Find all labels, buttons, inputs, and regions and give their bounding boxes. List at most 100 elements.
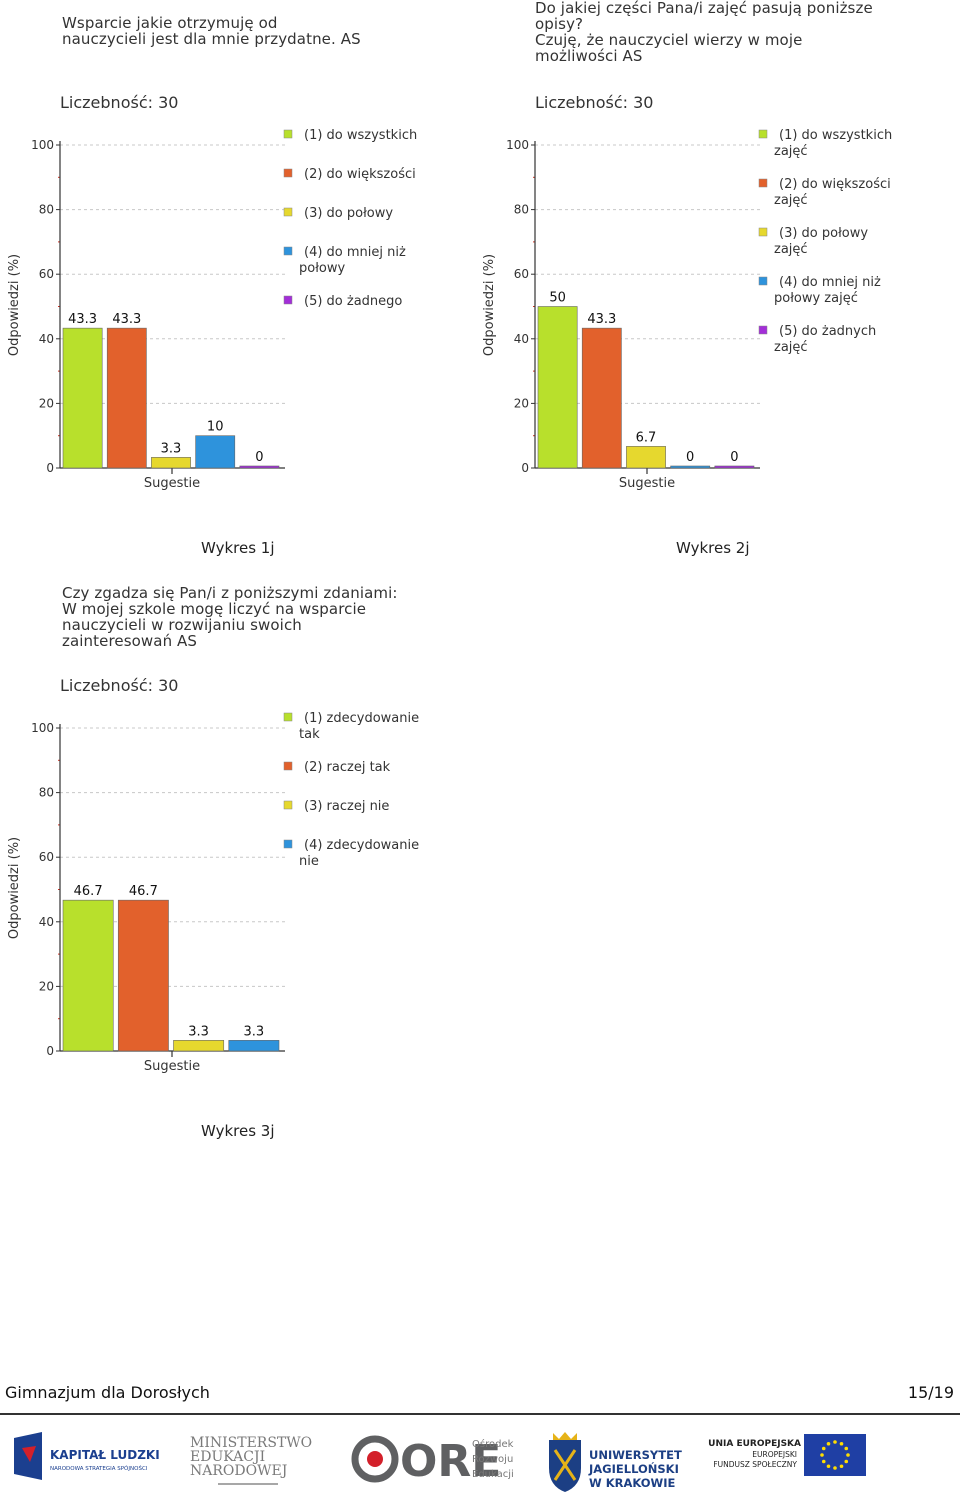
x-axis-label: Sugestie: [144, 476, 200, 491]
bar-value-label: 50: [549, 291, 566, 306]
legend-swatch: [283, 839, 293, 849]
legend-label: tak: [299, 727, 320, 742]
bar-value-label: 46.7: [74, 884, 103, 899]
legend-swatch: [283, 246, 293, 256]
bar-value-label: 46.7: [129, 884, 158, 899]
eu-star: [844, 1446, 849, 1451]
legend-swatch: [283, 295, 293, 305]
eu-star: [833, 1440, 837, 1444]
bar-value-label: 0: [255, 450, 263, 465]
bar: [173, 1040, 225, 1052]
y-tick-label: 20: [39, 979, 54, 993]
y-tick-label: 40: [514, 332, 529, 346]
legend-label: (5) do żadnego: [304, 294, 402, 309]
ore-line-2: Rozwoju: [472, 1454, 513, 1465]
eu-star: [844, 1459, 849, 1464]
men-line-1: MINISTERSTWO: [190, 1435, 312, 1451]
y-tick-label: 60: [39, 267, 54, 281]
y-tick-label: 80: [39, 203, 54, 217]
bar: [537, 306, 578, 469]
x-axis-label: Sugestie: [144, 1059, 200, 1074]
chart-caption: Wykres 2j: [676, 539, 750, 557]
chart-count-label: Liczebność: 30: [60, 676, 179, 695]
legend-label: (3) do połowy: [304, 206, 393, 221]
bar: [239, 465, 280, 469]
bar-value-label: 0: [686, 450, 694, 465]
ore-line-1: Ośrodek: [472, 1438, 514, 1450]
legend-label: (3) do połowy: [779, 226, 868, 241]
bar: [117, 899, 169, 1052]
y-tick-label: 80: [514, 203, 529, 217]
uj-line-2: JAGIELLOŃSKI: [588, 1461, 679, 1476]
ore-ring-icon: [351, 1435, 399, 1483]
legend-label: (2) raczej tak: [304, 760, 391, 775]
kapital-ludzki-logo: KAPITAŁ LUDZKI NARODOWA STRATEGIA SPÓJNO…: [8, 1428, 170, 1486]
bar-value-label: 10: [207, 420, 224, 435]
y-tick-label: 40: [39, 332, 54, 346]
legend-swatch: [758, 276, 768, 286]
ore-letters: ORE: [400, 1436, 501, 1487]
kapital-subtitle: NARODOWA STRATEGIA SPÓJNOŚCI: [50, 1465, 148, 1472]
bar: [626, 446, 666, 469]
footer-page-number: 15/19: [907, 1383, 954, 1402]
legend-label: (1) do wszystkich: [779, 128, 892, 143]
bar-value-label: 43.3: [68, 312, 97, 327]
eu-star: [821, 1446, 826, 1451]
uj-line-1: UNIWERSYTET: [589, 1448, 682, 1462]
legend-swatch: [758, 178, 768, 188]
eu-star: [839, 1441, 844, 1446]
eu-star: [833, 1466, 837, 1470]
ore-line-3: Edukacji: [472, 1469, 514, 1480]
y-tick-label: 80: [39, 786, 54, 800]
chart-svg: 0 20 40 60 80 100 50 43.3 6.7 0 0 Sugestie Odpowiedz…: [482, 128, 892, 491]
ore-dot-icon: [367, 1451, 383, 1467]
y-tick-label: 0: [46, 1044, 54, 1058]
y-axis-label: Odpowiedzi (%): [482, 254, 497, 356]
y-tick-label: 100: [31, 721, 54, 735]
eu-star: [821, 1459, 826, 1464]
legend-swatch: [758, 129, 768, 139]
chart-caption: Wykres 1j: [201, 539, 275, 557]
uj-crown-icon: [553, 1432, 577, 1440]
legend-swatch: [758, 227, 768, 237]
bar-value-label: 3.3: [161, 441, 182, 456]
bar-value-label: 3.3: [244, 1024, 265, 1039]
legend-label: połowy zajęć: [774, 291, 858, 306]
footer-document-title: Gimnazjum dla Dorosłych: [5, 1383, 210, 1402]
eu-star: [826, 1441, 831, 1446]
chart-count-label: Liczebność: 30: [60, 93, 179, 112]
ore-logo: ORE Ośrodek Rozwoju Edukacji: [350, 1432, 525, 1488]
eu-star: [826, 1464, 831, 1469]
bar-value-label: 43.3: [587, 312, 616, 327]
bar-value-label: 43.3: [112, 312, 141, 327]
y-tick-label: 20: [39, 396, 54, 410]
legend-swatch: [283, 129, 293, 139]
legend-label: zajęć: [774, 144, 808, 159]
kapital-ludzki-emblem-icon: KAPITAŁ LUDZKI NARODOWA STRATEGIA SPÓJNO…: [14, 1432, 160, 1480]
legend-swatch: [758, 325, 768, 335]
legend-label: zajęć: [774, 340, 808, 355]
uj-line-3: W KRAKOWIE: [589, 1476, 675, 1490]
bar-value-label: 3.3: [188, 1024, 209, 1039]
chart-count-label: Liczebność: 30: [535, 93, 654, 112]
chart-title: Wsparcie jakie otrzymuję od nauczycieli …: [62, 14, 361, 48]
chart-2: Do jakiej części Pana/i zajęć pasują pon…: [475, 0, 960, 560]
ue-line-3: FUNDUSZ SPOŁECZNY: [713, 1460, 797, 1469]
bar: [195, 435, 236, 469]
legend-label: (3) raczej nie: [304, 799, 389, 814]
y-tick-label: 0: [46, 461, 54, 475]
legend-swatch: [283, 761, 293, 771]
bar: [228, 1040, 280, 1052]
legend-swatch: [283, 207, 293, 217]
legend-label: (4) do mniej niż: [304, 245, 406, 260]
legend-label: (4) do mniej niż: [779, 275, 881, 290]
x-axis-label: Sugestie: [619, 476, 675, 491]
chart-1: Wsparcie jakie otrzymuję od nauczycieli …: [0, 0, 480, 560]
legend-swatch: [283, 712, 293, 722]
men-line-2: EDUKACJI: [190, 1449, 265, 1465]
eu-star: [846, 1453, 850, 1457]
legend-label: nie: [299, 854, 319, 869]
ue-line-1: UNIA EUROPEJSKA: [708, 1439, 801, 1449]
legend-swatch: [283, 168, 293, 178]
